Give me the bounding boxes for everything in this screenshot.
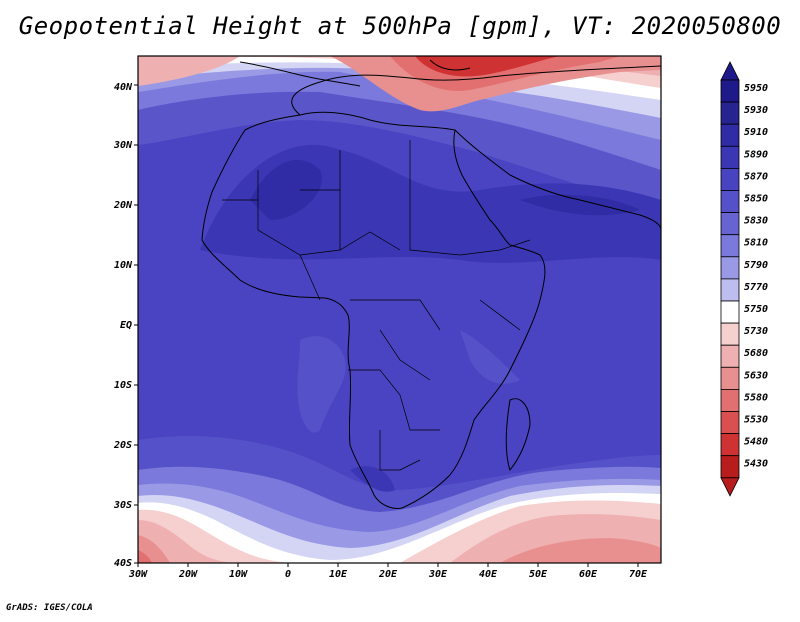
colorbar-label: 5630 (744, 370, 768, 381)
colorbar-label: 5770 (744, 282, 768, 293)
lat-label: 30N (113, 140, 133, 151)
colorbar-swatch (720, 388, 740, 412)
colorbar-bottom-arrow (720, 477, 740, 497)
lat-label: 20N (113, 200, 133, 211)
height-field (138, 56, 661, 563)
colorbar-label: 5790 (744, 260, 768, 271)
colorbar-swatch (720, 101, 740, 125)
lon-label: 50E (529, 569, 548, 580)
lon-axis: 30W 20W 10W 0 10E 20E 30E 40E 50E 60E 70… (128, 569, 648, 580)
colorbar-swatch (720, 344, 740, 368)
colorbar-label: 5830 (744, 216, 768, 227)
colorbar-swatch (720, 300, 740, 324)
coastlines (201, 59, 661, 509)
lat-label: 20S (113, 440, 132, 451)
lon-label: 40E (479, 569, 498, 580)
colorbar-swatch (720, 322, 740, 346)
colorbar-top-arrow (720, 61, 740, 81)
lon-label: 30E (428, 569, 448, 580)
colorbar-swatch (720, 411, 740, 435)
colorbar-label: 5530 (744, 415, 768, 426)
colorbar-swatch (720, 123, 740, 147)
lat-label: 10S (114, 380, 132, 391)
lon-label: 30W (128, 569, 148, 580)
colorbar-label: 5750 (744, 304, 768, 315)
colorbar-swatch (720, 79, 740, 103)
lon-label: 20E (378, 569, 398, 580)
lat-axis: 40N 30N 20N 10N EQ 10S 20S 30S 40S (113, 82, 133, 569)
colorbar-swatch (720, 256, 740, 280)
lon-label: 10W (229, 569, 248, 580)
colorbar-label: 5890 (744, 149, 768, 160)
colorbar-swatch (720, 234, 740, 258)
lat-label: EQ (120, 320, 132, 331)
colorbar-label: 5870 (744, 171, 768, 182)
axis-ticks (134, 84, 639, 567)
colorbar-label: 5580 (744, 392, 768, 403)
colorbar-label: 5950 (744, 83, 768, 94)
lat-label: 10N (114, 260, 133, 271)
colorbar-swatch (720, 145, 740, 169)
colorbar-swatch (720, 212, 740, 236)
colorbar-label: 5730 (744, 326, 768, 337)
colorbar-label: 5430 (744, 459, 768, 470)
colorbar: 5950 5930 5910 5890 5870 5850 5830 5810 5790 5770… (720, 61, 768, 497)
colorbar-label: 5810 (744, 238, 768, 249)
lon-label: 70E (629, 569, 648, 580)
lon-label: 0 (285, 569, 291, 580)
colorbar-swatch (720, 366, 740, 390)
plot-frame (137, 55, 662, 564)
colorbar-swatch (720, 167, 740, 191)
lat-label: 40N (114, 82, 133, 93)
colorbar-label: 5910 (744, 127, 768, 138)
colorbar-label: 5850 (744, 194, 768, 205)
colorbar-swatch (720, 278, 740, 302)
colorbar-label: 5480 (744, 437, 768, 448)
colorbar-swatch (720, 455, 740, 479)
lon-label: 60E (579, 569, 598, 580)
colorbar-label: 5930 (744, 105, 768, 116)
credit-text: GrADS: IGES/COLA (6, 603, 93, 613)
lat-label: 40S (114, 558, 132, 569)
lon-label: 20W (178, 569, 198, 580)
colorbar-swatch (720, 433, 740, 457)
country-borders (222, 140, 531, 471)
colorbar-label: 5680 (744, 348, 768, 359)
map-title: Geopotential Height at 500hPa [gpm], VT:… (18, 12, 782, 40)
colorbar-swatch (720, 190, 740, 214)
lat-label: 30S (113, 500, 132, 511)
lon-label: 10E (329, 569, 348, 580)
